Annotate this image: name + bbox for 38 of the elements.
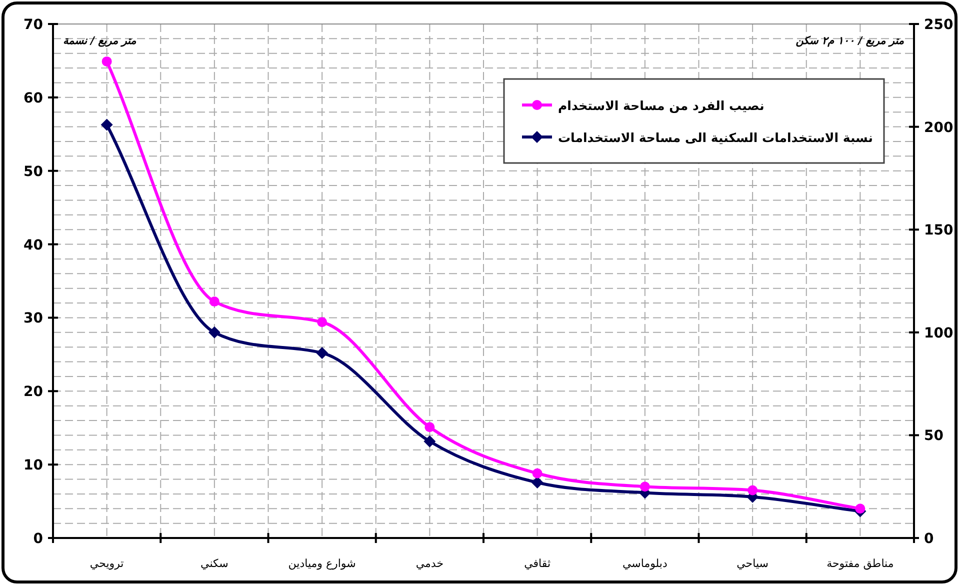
- legend-label: نصيب الفرد من مساحة الاستخدام: [558, 98, 764, 114]
- point: [532, 468, 542, 478]
- x-tick-label: دبلوماسي: [622, 557, 668, 570]
- y2-tick-label: 50: [924, 428, 944, 444]
- y2-tick-label: 250: [924, 17, 954, 33]
- y-tick-label: 0: [33, 531, 44, 547]
- y-tick-label: 70: [24, 17, 44, 33]
- y2-axis-title: متر مربع / ١٠٠ م٢ سكن: [796, 35, 904, 47]
- y-tick-label: 60: [24, 90, 44, 106]
- point: [208, 326, 220, 338]
- y2-tick-label: 150: [924, 222, 954, 239]
- legend-label: نسبة الاستخدامات السكنية الى مساحة الاستخدامات: [558, 130, 873, 145]
- y-axis-title: متر مربع / نسمة: [63, 35, 137, 47]
- point: [855, 504, 866, 514]
- point: [317, 317, 328, 328]
- point: [209, 296, 220, 307]
- y-tick-label: 50: [24, 164, 44, 180]
- point: [316, 346, 328, 359]
- y2-tick-label: 100: [924, 325, 954, 342]
- y-tick-label: 40: [24, 237, 44, 254]
- point: [748, 485, 758, 496]
- y-tick-label: 20: [24, 384, 44, 400]
- x-tick-label: خدمي: [416, 557, 444, 570]
- x-tick-label: سكني: [200, 557, 228, 570]
- point: [100, 118, 113, 131]
- y-tick-label: 30: [24, 310, 44, 327]
- point: [102, 56, 112, 66]
- y-tick-label: 10: [24, 458, 44, 474]
- point: [640, 482, 650, 492]
- y2-tick-label: 0: [924, 531, 934, 547]
- x-tick-label: مناطق مفتوحة: [826, 557, 894, 570]
- x-tick-label: ثقافي: [524, 557, 551, 570]
- x-tick-label: ترويحي: [90, 557, 124, 570]
- point: [424, 435, 436, 448]
- x-tick-label: شوارع وميادين: [288, 557, 356, 570]
- y2-tick-label: 200: [924, 120, 954, 136]
- x-tick-label: سياحي: [736, 557, 768, 570]
- point: [424, 422, 435, 432]
